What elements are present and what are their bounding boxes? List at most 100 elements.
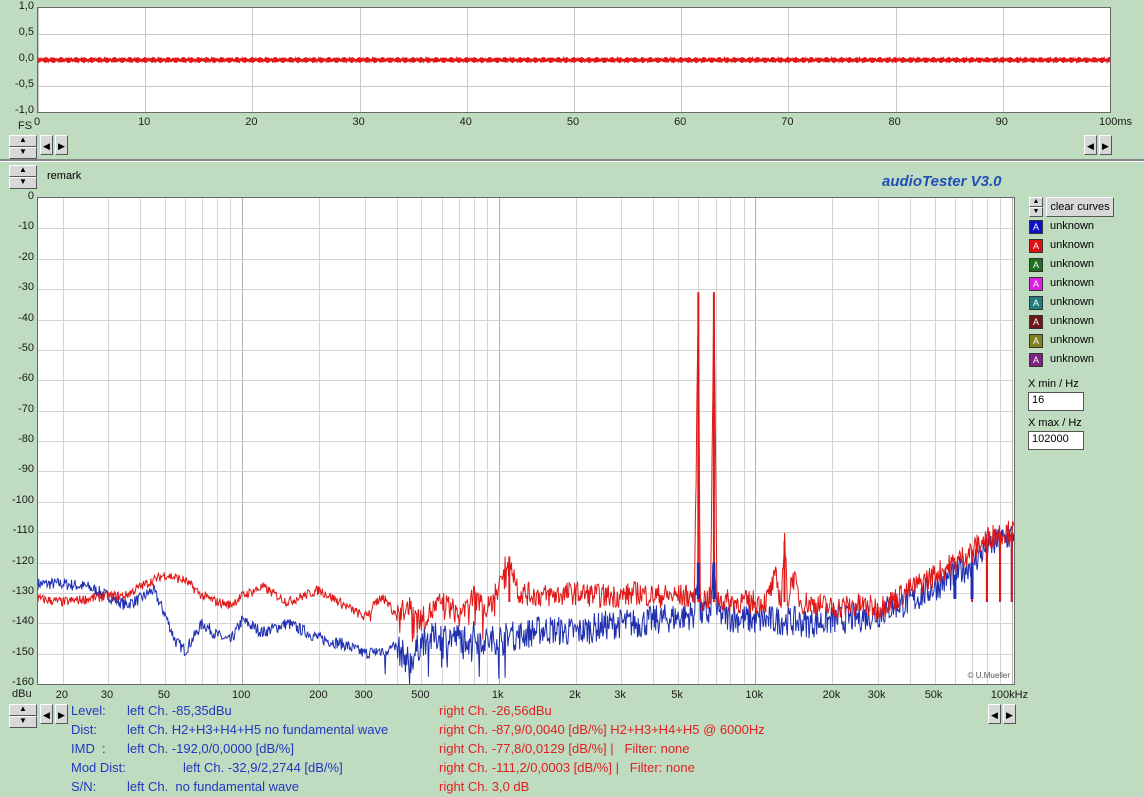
spectrum-pan-right-button[interactable]: ▶ xyxy=(1003,704,1016,724)
left-channel-line xyxy=(38,525,1014,684)
legend-color-swatch[interactable]: A xyxy=(1029,315,1043,329)
scope-x-tick: 40 xyxy=(459,116,472,128)
spectrum-y-tick: -110 xyxy=(12,524,34,537)
legend-spin-down-button[interactable]: ▼ xyxy=(1029,207,1043,217)
dist-left-value: left Ch. H2+H3+H4+H5 no fundamental wave xyxy=(127,722,389,737)
x-max-label: X max / Hz xyxy=(1028,417,1082,429)
spectrum-chart xyxy=(38,198,1014,684)
spectrum-x-tick: 20k xyxy=(822,689,841,701)
spectrum-y-tick: -150 xyxy=(11,645,34,658)
status-zoom-up-button[interactable]: ▲ xyxy=(9,704,37,716)
spectrum-x-tick: 500 xyxy=(411,689,430,701)
mod-dist-left-value: left Ch. -32,9/2,2744 [dB/%] xyxy=(183,760,343,775)
spectrum-y-tick: -40 xyxy=(18,311,34,324)
scope-series-line xyxy=(38,55,1110,65)
spectrum-y-tick: -20 xyxy=(18,250,34,263)
spectrum-x-tick: 100 xyxy=(231,689,251,701)
spectrum-x-tick: 5k xyxy=(671,689,683,701)
imd-right-value: right Ch. -77,8/0,0129 [dB/%] | Filter: … xyxy=(439,741,690,756)
legend-color-swatch[interactable]: A xyxy=(1029,239,1043,253)
scope-x-tick: 20 xyxy=(245,116,258,128)
scope-pan-left-button[interactable]: ◀ xyxy=(1084,135,1097,155)
scope-zoom-down-button[interactable]: ▼ xyxy=(9,147,37,159)
spectrum-x-tick: 30 xyxy=(100,689,114,701)
legend-label: unknown xyxy=(1050,277,1095,289)
scope-y-tick: 0,5 xyxy=(18,26,34,38)
spectrum-y-tick: -60 xyxy=(18,372,34,385)
scope-chart xyxy=(38,8,1110,112)
spectrum-x-tick: 2k xyxy=(569,689,581,701)
imd-left-value: left Ch. -192,0/0,0000 [dB/%] xyxy=(127,741,294,756)
legend-color-swatch[interactable]: A xyxy=(1029,353,1043,367)
scope-x-tick: 70 xyxy=(781,116,794,128)
spectrum-y-tick: -140 xyxy=(11,615,34,628)
spectrum-x-tick: 10k xyxy=(745,689,764,701)
spectrum-x-tick: 50k xyxy=(924,689,943,701)
scope-x-tick: 50 xyxy=(566,116,580,128)
clear-curves-button[interactable]: clear curves xyxy=(1046,197,1114,217)
scope-x-tick: 30 xyxy=(352,116,365,128)
spectrum-x-tick: 1k xyxy=(491,689,504,701)
status-zoom-down-button[interactable]: ▼ xyxy=(9,716,37,728)
spectrum-zoom-down-button[interactable]: ▼ xyxy=(9,177,37,189)
x-min-field[interactable]: 16 xyxy=(1028,392,1084,411)
spectrum-scroll-left-button[interactable]: ◀ xyxy=(40,704,53,724)
imd-label: IMD : xyxy=(71,741,106,756)
spectrum-x-tick: 30k xyxy=(867,689,886,701)
dist-label: Dist: xyxy=(71,722,97,737)
sn-left-value: left Ch. no fundamental wave xyxy=(127,779,299,794)
legend-color-swatch[interactable]: A xyxy=(1029,277,1043,291)
scope-scroll-right-button[interactable]: ▶ xyxy=(55,135,68,155)
spectrum-y-tick: -30 xyxy=(18,281,34,294)
scope-scroll-left-button[interactable]: ◀ xyxy=(40,135,53,155)
spectrum-y-tick: -10 xyxy=(18,220,34,233)
x-max-field[interactable]: 102000 xyxy=(1028,431,1084,450)
spectrum-x-tick: 100kHz xyxy=(990,689,1029,701)
scope-plot xyxy=(37,7,1111,113)
spectrum-y-tick: -70 xyxy=(18,402,34,415)
spectrum-x-tick: 300 xyxy=(354,689,373,701)
spectrum-scroll-right-button[interactable]: ▶ xyxy=(55,704,68,724)
spectrum-y-tick: -160 xyxy=(11,676,34,688)
legend-spin-up-button[interactable]: ▲ xyxy=(1029,197,1043,207)
dist-right-value: right Ch. -87,9/0,0040 [dB/%] H2+H3+H4+H… xyxy=(439,722,765,737)
spectrum-y-tick: -90 xyxy=(18,463,34,476)
legend-label: unknown xyxy=(1050,239,1095,251)
scope-x-tick: 0 xyxy=(33,116,41,128)
legend-color-swatch[interactable]: A xyxy=(1029,258,1043,272)
spectrum-zoom-up-button[interactable]: ▲ xyxy=(9,165,37,177)
legend-label: unknown xyxy=(1050,296,1095,308)
legend-color-swatch[interactable]: A xyxy=(1029,220,1043,234)
level-label: Level: xyxy=(71,703,106,718)
scope-y-tick: -1,0 xyxy=(15,104,34,116)
scope-zoom-up-button[interactable]: ▲ xyxy=(9,135,37,147)
legend-label: unknown xyxy=(1050,315,1095,327)
spectrum-pan-left-button[interactable]: ◀ xyxy=(988,704,1001,724)
spectrum-y-tick: -130 xyxy=(11,584,34,597)
scope-x-tick: 100ms xyxy=(1099,116,1133,128)
legend-label: unknown xyxy=(1050,353,1095,365)
legend-label: unknown xyxy=(1050,258,1095,270)
level-left-value: left Ch. -85,35dBu xyxy=(127,703,232,718)
sn-right-value: right Ch. 3,0 dB xyxy=(439,779,530,794)
scope-pan-right-button[interactable]: ▶ xyxy=(1099,135,1112,155)
y-unit-label: dBu xyxy=(12,688,32,700)
spectrum-plot: © U.Mueller xyxy=(37,197,1015,685)
spectrum-x-tick: 200 xyxy=(309,689,328,701)
spectrum-y-tick: -80 xyxy=(18,433,34,445)
right-channel-line xyxy=(38,315,1014,643)
scope-y-tick: 0,0 xyxy=(18,52,34,64)
legend-color-swatch[interactable]: A xyxy=(1029,334,1043,348)
legend-color-swatch[interactable]: A xyxy=(1029,296,1043,310)
scope-x-prefix: FS xyxy=(18,120,33,132)
spectrum-y-tick: -100 xyxy=(11,493,34,506)
legend-label: unknown xyxy=(1050,334,1095,346)
